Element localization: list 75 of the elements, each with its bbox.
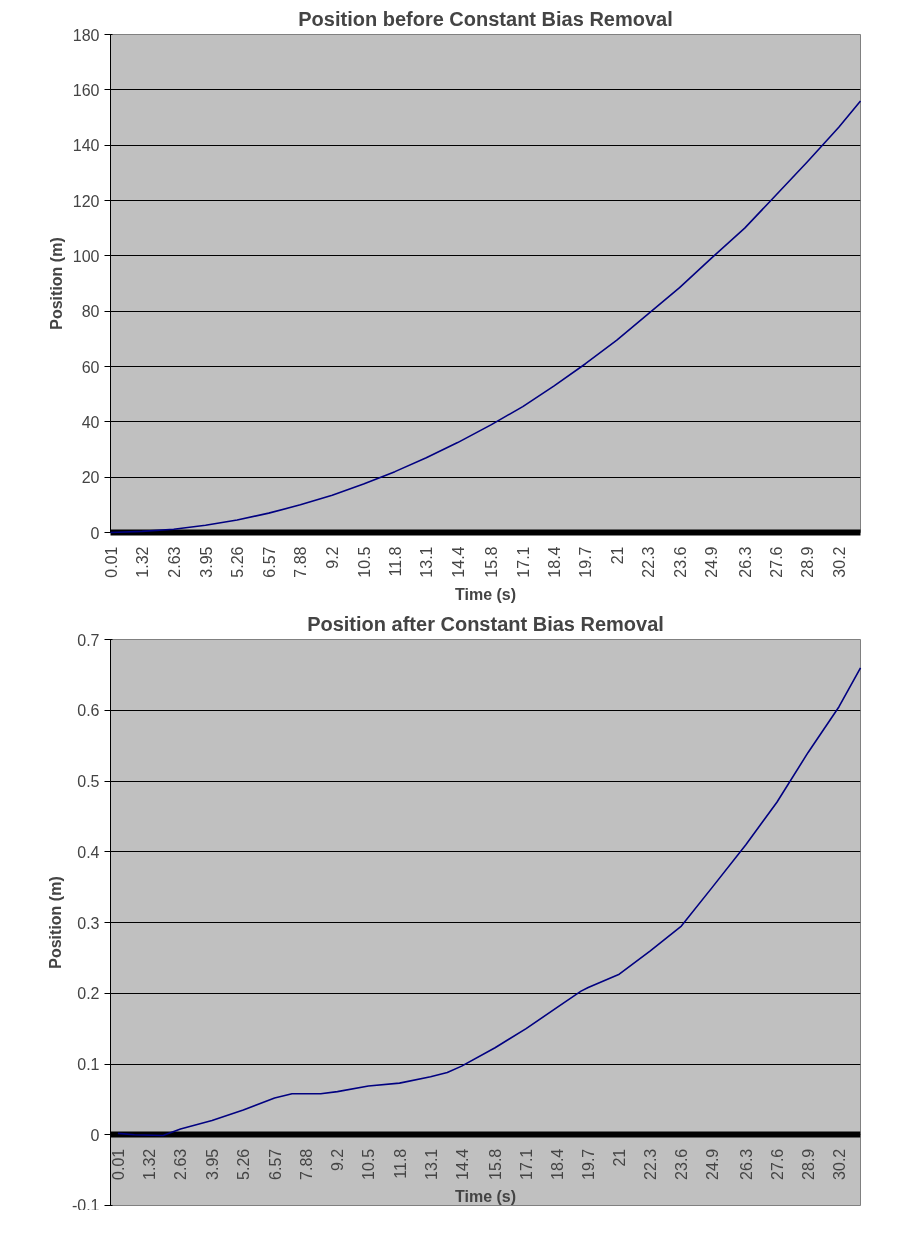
x-tick-label: 10.5 <box>360 1148 378 1180</box>
y-tick-label: 80 <box>81 303 100 321</box>
x-tick-label: 30.2 <box>830 546 848 578</box>
y-tick-label: 60 <box>81 358 100 376</box>
y-tick-label: 160 <box>72 81 100 99</box>
x-tick-label: 28.9 <box>799 546 817 578</box>
x-tick-label: 2.63 <box>172 1148 190 1180</box>
y-tick-label: 140 <box>72 137 100 155</box>
x-tick-label: 30.2 <box>831 1148 848 1180</box>
x-tick-label: 2.63 <box>165 546 183 578</box>
y-tick-label: 0.5 <box>77 773 100 790</box>
line-series <box>117 667 862 1137</box>
y-tick-label: 180 <box>72 26 100 44</box>
x-tick-label: 5.26 <box>229 546 247 578</box>
y-tick-label: 0.1 <box>77 1056 100 1073</box>
y-tick-label: 0 <box>90 1126 100 1144</box>
x-tick-label: 14.4 <box>453 1148 471 1180</box>
x-tick-label: 19.7 <box>577 546 595 578</box>
x-tick-label: 0.01 <box>109 1148 127 1180</box>
y-tick-label: 0.7 <box>77 631 100 649</box>
line-series <box>109 100 862 534</box>
x-tick-label: 3.95 <box>197 546 215 578</box>
x-tick-label: 21 <box>608 546 626 565</box>
x-tick-label: 24.9 <box>704 1148 722 1180</box>
x-axis-title: Time (s) <box>454 1187 517 1205</box>
x-tick-label: 26.3 <box>736 546 754 578</box>
chart-title: Position after Constant Bias Removal <box>307 612 664 635</box>
y-axis-title: Position (m) <box>46 876 64 969</box>
x-tick-label: 0.01 <box>102 546 120 578</box>
x-axis-title: Time (s) <box>454 585 517 603</box>
x-tick-label: 21 <box>611 1148 629 1167</box>
x-tick-label: 17.1 <box>518 1148 536 1180</box>
x-tick-label: 6.57 <box>260 546 278 578</box>
x-tick-label: 7.88 <box>297 1148 315 1180</box>
y-tick-label: 0.2 <box>77 985 100 1003</box>
x-tick-label: 27.6 <box>768 546 786 578</box>
x-tick-label: 9.2 <box>329 1148 347 1171</box>
y-tick-label: 0.3 <box>77 914 100 932</box>
x-tick-label: 6.57 <box>266 1148 284 1180</box>
x-tick-label: 13.1 <box>418 546 436 578</box>
x-tick-label: 13.1 <box>422 1148 440 1180</box>
x-tick-label: 27.6 <box>768 1148 786 1180</box>
x-tick-label: 11.8 <box>386 546 404 577</box>
x-tick-label: 18.4 <box>546 546 564 578</box>
x-tick-label: 15.8 <box>487 1148 505 1180</box>
x-tick-label: 11.8 <box>391 1148 409 1179</box>
x-tick-label: 26.3 <box>737 1148 755 1180</box>
y-tick-label: 120 <box>72 192 100 210</box>
y-tick-label: 0.4 <box>77 843 100 861</box>
y-tick-label: 100 <box>72 247 100 265</box>
y-tick-label: -0.1 <box>71 1196 100 1214</box>
x-tick-label: 7.88 <box>292 546 310 578</box>
chart-title: Position before Constant Bias Removal <box>298 7 673 30</box>
y-axis-title: Position (m) <box>47 237 65 330</box>
x-tick-label: 10.5 <box>355 546 373 578</box>
x-tick-label: 5.26 <box>235 1148 253 1180</box>
x-tick-label: 18.4 <box>549 1148 567 1180</box>
x-tick-label: 22.3 <box>640 546 658 578</box>
x-tick-label: 23.6 <box>671 546 689 578</box>
y-tick-label: 20 <box>81 469 100 487</box>
x-tick-label: 1.32 <box>141 1148 159 1180</box>
x-tick-label: 23.6 <box>673 1148 691 1180</box>
x-tick-label: 24.9 <box>702 546 720 578</box>
x-tick-label: 15.8 <box>483 546 501 578</box>
x-tick-label: 19.7 <box>580 1148 598 1180</box>
x-tick-label: 22.3 <box>642 1148 660 1180</box>
x-tick-label: 9.2 <box>324 546 342 569</box>
x-tick-label: 3.95 <box>204 1148 222 1180</box>
x-tick-label: 28.9 <box>799 1148 817 1180</box>
x-tick-label: 14.4 <box>449 546 467 578</box>
y-tick-label: 40 <box>81 413 100 431</box>
x-tick-label: 1.32 <box>134 546 152 578</box>
x-tick-label: 17.1 <box>514 546 532 578</box>
y-tick-label: 0 <box>90 524 100 542</box>
y-tick-label: 0.6 <box>77 702 100 720</box>
